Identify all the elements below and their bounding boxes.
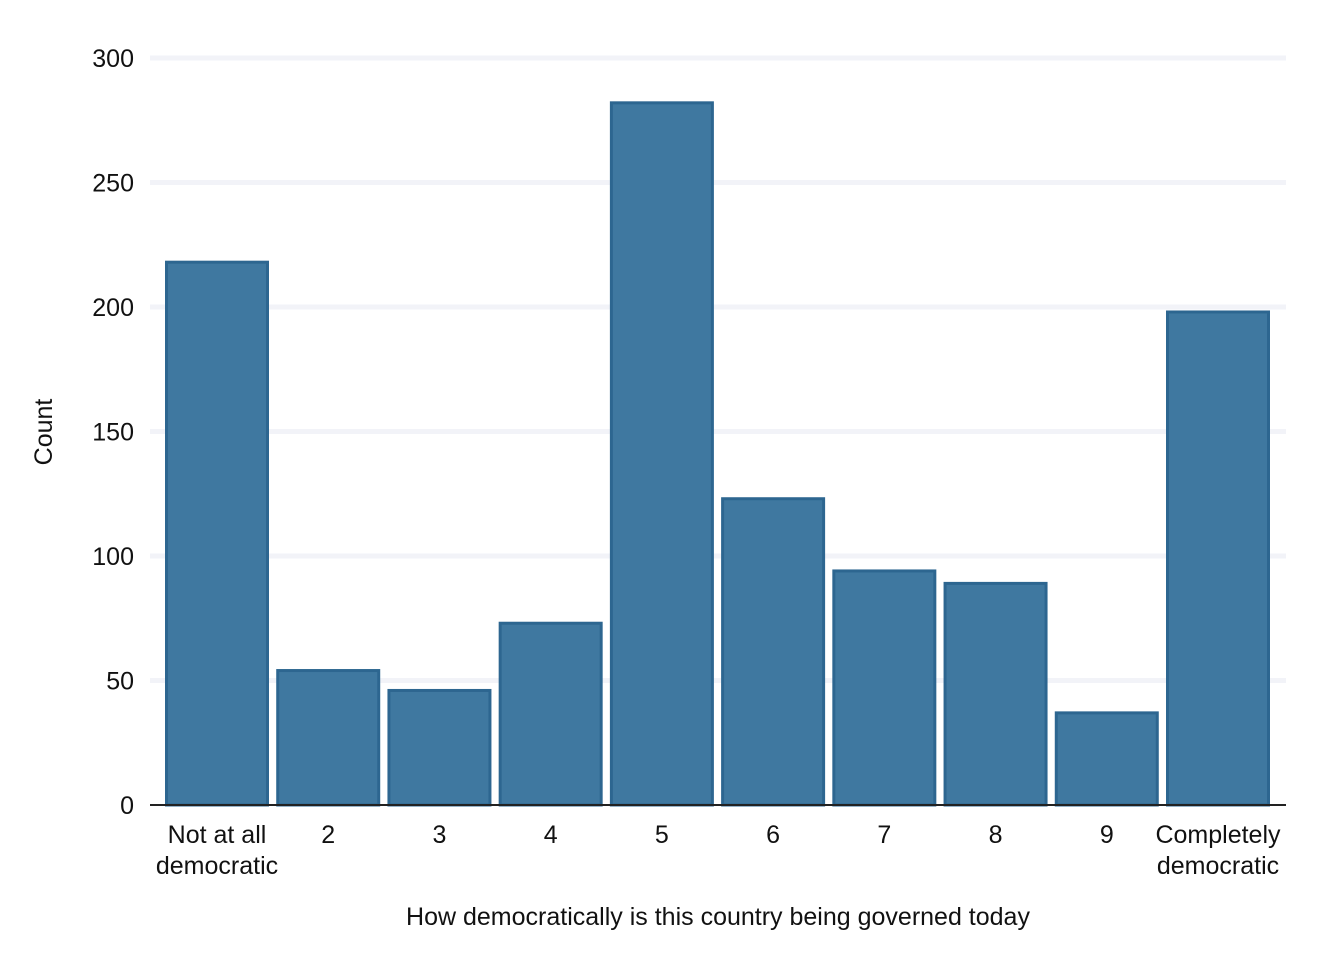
x-tick-label-line: 6	[766, 821, 780, 849]
bar	[609, 101, 714, 807]
y-tick-label: 0	[120, 792, 134, 820]
bar	[832, 569, 937, 807]
x-tick-label-line: 3	[432, 821, 446, 849]
x-tick-label-line: 9	[1100, 821, 1114, 849]
x-axis-ticks: Not at all democratic 2 3 4 5 6 7 8 9 Completely de…	[156, 821, 1281, 880]
bar	[721, 497, 826, 807]
x-tick-label: 2	[321, 821, 335, 849]
x-tick-label-line: 7	[877, 821, 891, 849]
x-tick-label: 9	[1100, 821, 1114, 849]
bar	[943, 581, 1048, 807]
x-tick-label-line: 2	[321, 821, 335, 849]
y-tick-label: 100	[92, 543, 134, 571]
x-tick-label-line: 4	[544, 821, 558, 849]
x-tick-label-line: 5	[655, 821, 669, 849]
x-tick-label: 6	[766, 821, 780, 849]
bar	[1166, 310, 1270, 807]
x-axis-title: How democratically is this country being…	[406, 903, 1030, 931]
y-tick-label: 300	[92, 45, 134, 73]
y-tick-label: 150	[92, 419, 134, 447]
y-tick-label: 200	[92, 294, 134, 322]
y-axis-ticks: 0 50 100 150 200 250 300	[92, 45, 134, 820]
x-tick-label: 7	[877, 821, 891, 849]
bar	[165, 260, 269, 807]
bar	[498, 621, 603, 807]
bar	[276, 669, 381, 807]
x-tick-label-line: democratic	[1157, 852, 1279, 880]
bars	[165, 101, 1270, 807]
x-tick-label: 4	[544, 821, 558, 849]
x-tick-label: Completely democratic	[1155, 821, 1281, 880]
x-tick-label: Not at all democratic	[156, 821, 278, 880]
y-tick-label: 250	[92, 170, 134, 198]
x-tick-label-line: democratic	[156, 852, 278, 880]
y-tick-label: 50	[106, 668, 134, 696]
x-tick-label: 3	[432, 821, 446, 849]
gridlines	[150, 55, 1286, 683]
x-tick-label: 8	[989, 821, 1003, 849]
x-tick-label-line: Completely	[1155, 821, 1281, 849]
x-tick-label: 5	[655, 821, 669, 849]
x-tick-label-line: Not at all	[168, 821, 267, 849]
bar	[387, 688, 492, 807]
x-tick-label-line: 8	[989, 821, 1003, 849]
y-axis-title: Count	[30, 399, 58, 466]
bar	[1054, 711, 1159, 807]
